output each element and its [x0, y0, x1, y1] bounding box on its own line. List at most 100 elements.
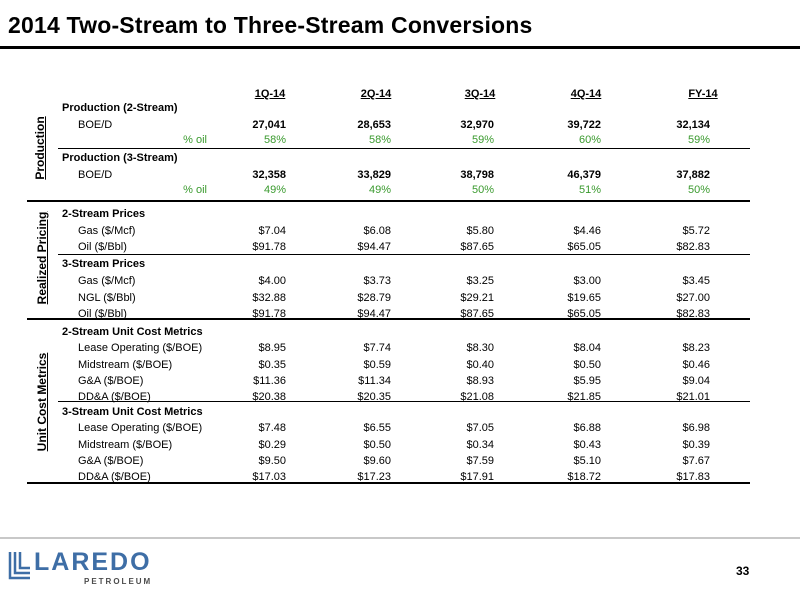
table-row: G&A ($/BOE) $11.36 $11.34 $8.93 $5.95 $9.04: [0, 375, 800, 391]
table-cell: $6.88: [573, 422, 601, 434]
group-header: 3-Stream Unit Cost Metrics: [62, 406, 203, 418]
column-header: 3Q-14: [464, 88, 496, 100]
table-cell: 49%: [263, 184, 286, 196]
row-label: % oil: [183, 134, 207, 146]
row-label: Midstream ($/BOE): [78, 439, 173, 451]
table-cell: $0.29: [258, 439, 286, 451]
table-cell: $5.72: [682, 225, 710, 237]
table-cell: $17.83: [676, 471, 710, 483]
table-cell: $18.72: [567, 471, 601, 483]
table-row: DD&A ($/BOE) $20.38 $20.35 $21.08 $21.85 $21.…: [0, 391, 800, 407]
row-label: Oil ($/Bbl): [78, 308, 127, 320]
table-cell: $87.65: [460, 308, 494, 320]
table-row: Lease Operating ($/BOE) $8.95 $7.74 $8.30 $8…: [0, 342, 800, 358]
table-cell: $65.05: [567, 241, 601, 253]
table-cell: $8.93: [466, 375, 494, 387]
table-cell: 33,829: [357, 169, 391, 181]
table-cell: $5.80: [466, 225, 494, 237]
table-cell: 58%: [263, 134, 286, 146]
table-cell: $21.08: [460, 391, 494, 403]
table-cell: $87.65: [460, 241, 494, 253]
group-header: 2-Stream Prices: [62, 208, 146, 220]
table-row: Lease Operating ($/BOE) $7.48 $6.55 $7.05 $6…: [0, 422, 800, 438]
table-cell: $20.35: [357, 391, 391, 403]
table-cell: $91.78: [252, 308, 286, 320]
table-cell: $17.03: [252, 471, 286, 483]
table-cell: 28,653: [357, 119, 391, 131]
group-header: Production (3-Stream): [62, 152, 178, 164]
company-logo: LAREDO PETROLEUM: [8, 548, 168, 590]
table-cell: $11.36: [253, 375, 286, 387]
table-cell: $6.55: [363, 422, 391, 434]
row-label: Oil ($/Bbl): [78, 241, 127, 253]
group-divider: [58, 148, 750, 149]
table-cell: $0.50: [363, 439, 391, 451]
logo-mark-icon: [8, 552, 30, 580]
row-label: G&A ($/BOE): [78, 455, 144, 467]
table-row: Midstream ($/BOE) $0.29 $0.50 $0.34 $0.43 $0.…: [0, 439, 800, 455]
table-cell: 60%: [578, 134, 601, 146]
table-cell: $6.98: [682, 422, 710, 434]
footer-rule: [0, 537, 800, 539]
row-label: Lease Operating ($/BOE): [78, 422, 203, 434]
table-cell: $3.00: [573, 275, 601, 287]
group-header-row: 3-Stream Prices: [0, 258, 800, 274]
table-cell: $29.21: [460, 292, 494, 304]
section-divider: [27, 482, 750, 484]
table-cell: $0.34: [466, 439, 494, 451]
table-cell: $21.85: [567, 391, 601, 403]
table-row: % oil 58% 58% 59% 60% 59%: [0, 134, 800, 150]
table-row: BOE/D 27,041 28,653 32,970 39,722 32,134: [0, 119, 800, 135]
logo-subtitle: PETROLEUM: [84, 577, 153, 586]
table-cell: $94.47: [357, 241, 391, 253]
row-label: BOE/D: [78, 119, 113, 131]
row-label: BOE/D: [78, 169, 113, 181]
table-cell: 27,041: [252, 119, 286, 131]
group-header-row: 2-Stream Prices: [0, 208, 800, 224]
table-cell: $4.00: [258, 275, 286, 287]
table-cell: $7.05: [466, 422, 494, 434]
table-cell: $94.47: [357, 308, 391, 320]
table-cell: $0.46: [682, 359, 710, 371]
table-row: DD&A ($/BOE) $17.03 $17.23 $17.91 $18.72 $17.…: [0, 471, 800, 487]
table-cell: $7.48: [258, 422, 286, 434]
table-cell: $8.95: [258, 342, 286, 354]
table-row: Oil ($/Bbl) $91.78 $94.47 $87.65 $65.05 $82.8…: [0, 308, 800, 324]
group-divider: [58, 254, 750, 255]
table-row: BOE/D 32,358 33,829 38,798 46,379 37,882: [0, 169, 800, 185]
table-cell: $0.39: [682, 439, 710, 451]
table-cell: 59%: [687, 134, 710, 146]
table-cell: $21.01: [676, 391, 710, 403]
table-cell: $9.60: [363, 455, 391, 467]
table-cell: $82.83: [676, 241, 710, 253]
table-cell: 32,134: [676, 119, 710, 131]
table-cell: $7.74: [363, 342, 391, 354]
logo-name: LAREDO: [34, 548, 152, 576]
table-cell: $0.35: [258, 359, 286, 371]
table-cell: $11.34: [358, 375, 391, 387]
page-title: 2014 Two-Stream to Three-Stream Conversi…: [8, 12, 533, 38]
table-cell: $91.78: [252, 241, 286, 253]
group-header-row: 3-Stream Unit Cost Metrics: [0, 406, 800, 422]
page-number: 33: [736, 564, 750, 578]
table-cell: 59%: [471, 134, 494, 146]
row-label: NGL ($/Bbl): [78, 292, 136, 304]
row-label: Gas ($/Mcf): [78, 275, 136, 287]
table-cell: $4.46: [573, 225, 601, 237]
row-label: Midstream ($/BOE): [78, 359, 173, 371]
row-label: DD&A ($/BOE): [78, 391, 151, 403]
table-row: NGL ($/Bbl) $32.88 $28.79 $29.21 $19.65 $27.0…: [0, 292, 800, 308]
table-cell: 50%: [471, 184, 494, 196]
table-row: Gas ($/Mcf) $7.04 $6.08 $5.80 $4.46 $5.72: [0, 225, 800, 241]
table-cell: $7.67: [682, 455, 710, 467]
column-header: FY-14: [688, 88, 718, 100]
section-divider: [27, 318, 750, 320]
table-cell: $32.88: [252, 292, 286, 304]
table-row: Midstream ($/BOE) $0.35 $0.59 $0.40 $0.50 $0.…: [0, 359, 800, 375]
table-cell: 49%: [368, 184, 391, 196]
table-cell: $9.04: [682, 375, 710, 387]
table-cell: $3.73: [363, 275, 391, 287]
group-header: 2-Stream Unit Cost Metrics: [62, 326, 203, 338]
table-cell: $8.04: [573, 342, 601, 354]
table-cell: $8.23: [682, 342, 710, 354]
